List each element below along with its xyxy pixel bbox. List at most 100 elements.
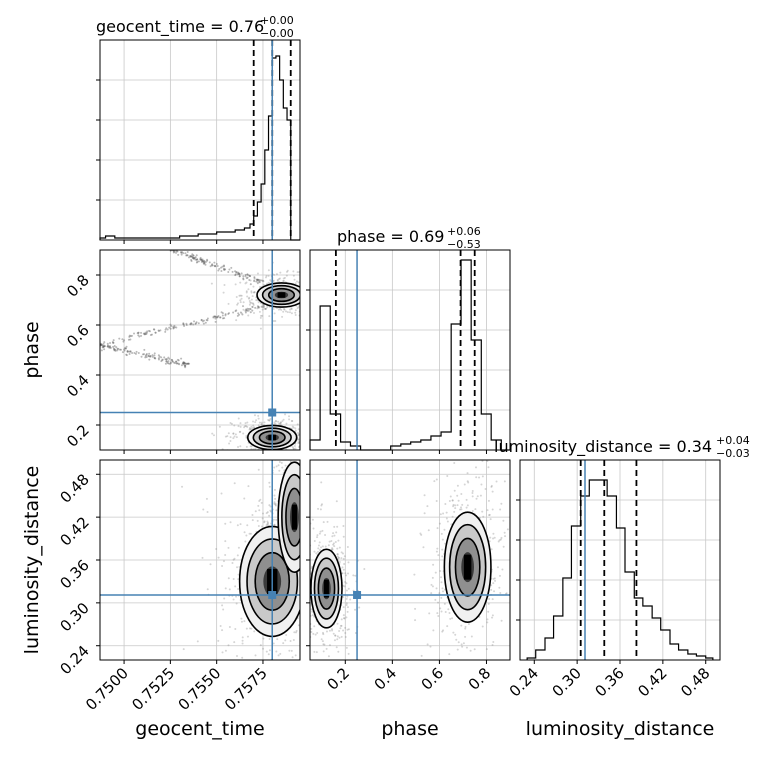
scatter-point (330, 628, 333, 631)
scatter-point (297, 433, 300, 436)
scatter-point (423, 494, 426, 497)
scatter-point (451, 499, 454, 502)
scatter-point (276, 638, 279, 641)
scatter-point (100, 349, 103, 352)
scatter-point (227, 312, 230, 315)
scatter-point (320, 546, 323, 549)
scatter-point (182, 323, 185, 326)
scatter-point (100, 343, 103, 346)
title-phase: phase = 0.69 (337, 227, 444, 246)
scatter-point (153, 328, 156, 331)
scatter-point (224, 587, 227, 590)
scatter-point (286, 269, 289, 272)
scatter-point (305, 565, 307, 567)
scatter-point (471, 492, 474, 495)
scatter-point (303, 540, 305, 542)
ytick-label-ld: 0.30 (56, 599, 92, 635)
scatter-point (311, 497, 313, 499)
scatter-point (189, 255, 192, 258)
scatter-point (432, 563, 435, 566)
scatter-point (267, 419, 270, 422)
scatter-point (311, 302, 313, 304)
scatter-point (414, 607, 417, 610)
scatter-point (232, 437, 235, 440)
scatter-point (334, 634, 337, 637)
scatter-point (258, 310, 261, 313)
hist-ld-bars (526, 460, 714, 660)
scatter-point (335, 500, 338, 503)
scatter-point (289, 460, 292, 463)
scatter-point (266, 451, 268, 453)
scatter-point (211, 264, 214, 267)
scatter-point (253, 426, 256, 429)
scatter-point (345, 582, 348, 585)
scatter-point (304, 546, 306, 548)
scatter-point (317, 298, 319, 300)
scatter-point (209, 563, 212, 566)
scatter-point (332, 543, 335, 546)
scatter-point (240, 294, 243, 297)
scatter-point (310, 608, 313, 611)
scatter-point (108, 345, 111, 348)
scatter-point (305, 529, 307, 531)
scatter-point (435, 550, 438, 553)
scatter-point (331, 535, 334, 538)
scatter-point (499, 538, 502, 541)
scatter-point (336, 553, 339, 556)
scatter-point (157, 357, 160, 360)
scatter-point (314, 458, 316, 460)
scatter-point (157, 329, 160, 332)
scatter-point (460, 492, 463, 495)
scatter-point (221, 312, 224, 315)
scatter-point (314, 443, 316, 445)
scatter-point (219, 625, 222, 628)
scatter-point (470, 443, 472, 445)
scatter-point (121, 351, 124, 354)
scatter-point (301, 437, 303, 439)
scatter-point (272, 518, 275, 521)
scatter-point (267, 356, 269, 358)
scatter-point (264, 307, 267, 310)
scatter-point (266, 522, 269, 525)
scatter-point (206, 511, 209, 514)
scatter-point (227, 644, 230, 647)
scatter-point (336, 297, 338, 299)
scatter-point (302, 490, 304, 492)
scatter-point (305, 606, 307, 608)
scatter-point (125, 345, 128, 348)
scatter-point (441, 555, 444, 558)
scatter-point (275, 650, 278, 653)
scatter-point (503, 531, 506, 534)
scatter-point (236, 554, 239, 557)
scatter-point (224, 553, 227, 556)
scatter-point (440, 610, 443, 613)
scatter-point (334, 634, 337, 637)
scatter-point (303, 426, 305, 428)
scatter-point (296, 451, 298, 453)
scatter-point (241, 642, 244, 645)
scatter-point (487, 602, 490, 605)
scatter-point (300, 281, 302, 283)
scatter-point (137, 351, 140, 354)
scatter-point (300, 301, 302, 303)
scatter-point (303, 573, 305, 575)
scatter-point (303, 570, 305, 572)
scatter-point (294, 427, 297, 430)
scatter-point (144, 356, 147, 359)
scatter-point (232, 311, 235, 314)
scatter-point (302, 297, 304, 299)
scatter-point (108, 345, 111, 348)
scatter-point (305, 293, 307, 295)
scatter-point (142, 332, 145, 335)
scatter-point (325, 490, 327, 492)
scatter-point (193, 256, 196, 259)
scatter-point (303, 303, 305, 305)
scatter-point (259, 457, 261, 459)
scatter-point (463, 483, 466, 486)
scatter-point (490, 548, 493, 551)
scatter-point (337, 650, 340, 653)
scatter-point (487, 661, 489, 663)
scatter-point (346, 595, 349, 598)
scatter-point (441, 548, 444, 551)
